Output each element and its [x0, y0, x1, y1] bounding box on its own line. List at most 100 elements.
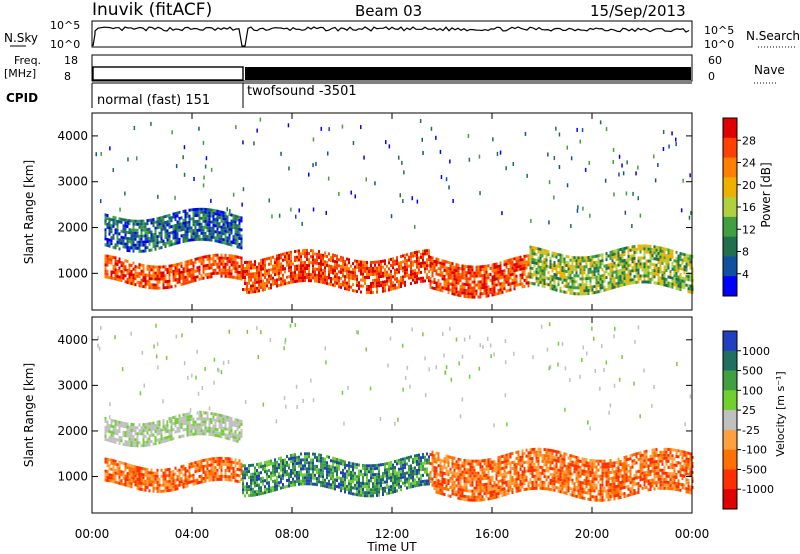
power-echo-cell	[338, 270, 340, 274]
power-echo-cell	[471, 274, 474, 278]
power-echo-cell	[350, 276, 352, 280]
power-echo-cell	[338, 285, 340, 289]
power-echo-cell	[531, 282, 534, 285]
power-echo-cell	[272, 264, 274, 268]
power-echo-cell	[563, 278, 566, 282]
velocity-echo-cell	[218, 416, 221, 420]
power-echo-cell	[166, 271, 169, 274]
power-echo-cell	[581, 271, 584, 275]
velocity-echo-cell	[104, 469, 107, 473]
velocity-echo-cell	[426, 467, 428, 471]
power-echo-cell	[138, 275, 141, 279]
velocity-echo-cell	[250, 463, 252, 467]
power-echo-cell	[190, 259, 193, 262]
velocity-echo-cell	[240, 471, 243, 475]
power-echo-cell	[196, 231, 199, 235]
power-echo-cell	[228, 212, 231, 216]
power-echo-cell	[127, 157, 129, 162]
velocity-echo-cell	[210, 475, 213, 479]
velocity-echo-cell	[200, 420, 203, 424]
power-echo-cell	[228, 230, 231, 234]
velocity-echo-cell	[304, 482, 306, 486]
power-echo-cell	[222, 211, 225, 215]
velocity-echo-cell	[254, 484, 256, 488]
velocity-echo-cell	[416, 472, 418, 475]
cpid-mode-2: twofsound -3501	[247, 84, 357, 99]
power-echo-cell	[571, 267, 574, 271]
velocity-echo-cell	[292, 483, 294, 487]
power-echo-cell	[166, 280, 169, 283]
power-echo-cell	[202, 210, 205, 214]
velocity-echo-cell	[330, 471, 332, 475]
power-echo-cell	[426, 258, 428, 262]
velocity-echo-cell	[104, 428, 107, 432]
power-echo-cell	[428, 276, 430, 280]
velocity-echo-cell	[124, 474, 127, 478]
power-echo-cell	[599, 262, 602, 266]
velocity-echo-cell	[260, 477, 262, 481]
power-echo-cell	[326, 278, 328, 282]
power-echo-cell	[675, 286, 678, 290]
velocity-echo-cell	[170, 488, 173, 492]
power-echo-cell	[176, 269, 179, 272]
velocity-echo-cell	[142, 476, 145, 480]
power-echo-cell	[453, 289, 456, 293]
power-echo-cell	[420, 264, 422, 268]
velocity-echo-cell	[218, 431, 221, 435]
velocity-echo-cell	[128, 437, 131, 441]
power-echo-cell	[599, 120, 602, 125]
velocity-echo-cell	[174, 424, 177, 428]
power-echo-cell	[362, 263, 364, 267]
power-echo-cell	[356, 259, 358, 263]
power-echo-cell	[350, 285, 352, 289]
power-echo-cell	[473, 274, 476, 278]
velocity-echo-cell	[114, 425, 117, 429]
power-echo-cell	[346, 284, 348, 288]
velocity-echo-cell	[148, 471, 151, 475]
power-echo-cell	[242, 187, 245, 192]
power-echo-cell	[234, 276, 237, 280]
power-echo-cell	[108, 217, 111, 221]
power-echo-cell	[241, 202, 243, 207]
power-echo-cell	[477, 280, 480, 284]
power-echo-cell	[186, 221, 189, 225]
velocity-echo-cell	[264, 479, 266, 483]
velocity-echo-cell	[250, 490, 252, 494]
power-echo-cell	[150, 230, 153, 234]
power-echo-cell	[162, 215, 165, 219]
power-echo-cell	[643, 265, 646, 269]
power-echo-cell	[507, 268, 510, 271]
power-echo-cell	[156, 268, 159, 272]
velocity-echo-cell	[274, 479, 276, 483]
power-echo-cell	[495, 265, 498, 269]
velocity-echo-cell	[278, 484, 280, 488]
power-echo-cell	[212, 257, 215, 260]
velocity-echo-cell	[110, 473, 113, 477]
power-echo-cell	[104, 272, 107, 276]
velocity-echo-cell	[122, 473, 125, 477]
power-echo-cell	[615, 267, 618, 271]
velocity-echo-cell	[118, 426, 121, 430]
power-echo-cell	[627, 252, 630, 256]
power-echo-cell	[186, 230, 189, 234]
velocity-echo-cell	[142, 423, 145, 427]
power-echo-cell	[479, 295, 482, 299]
power-echo-cell	[400, 279, 402, 282]
power-echo-cell	[382, 274, 384, 278]
velocity-echo-cell	[214, 421, 217, 425]
velocity-echo-cell	[188, 415, 191, 419]
power-echo-cell	[212, 254, 215, 257]
velocity-echo-cell	[418, 468, 420, 472]
velocity-echo-cell	[384, 480, 386, 484]
power-echo-cell	[130, 243, 133, 247]
velocity-echo-cell	[150, 477, 153, 481]
velocity-echo-cell	[238, 437, 241, 441]
velocity-echo-cell	[204, 429, 207, 433]
velocity-echo-cell	[358, 493, 360, 497]
power-echo-cell	[372, 290, 374, 294]
power-echo-cell	[412, 251, 414, 255]
power-echo-cell	[176, 281, 179, 284]
power-echo-cell	[424, 267, 426, 271]
power-echo-cell	[158, 277, 161, 281]
velocity-echo-cell	[224, 463, 227, 466]
